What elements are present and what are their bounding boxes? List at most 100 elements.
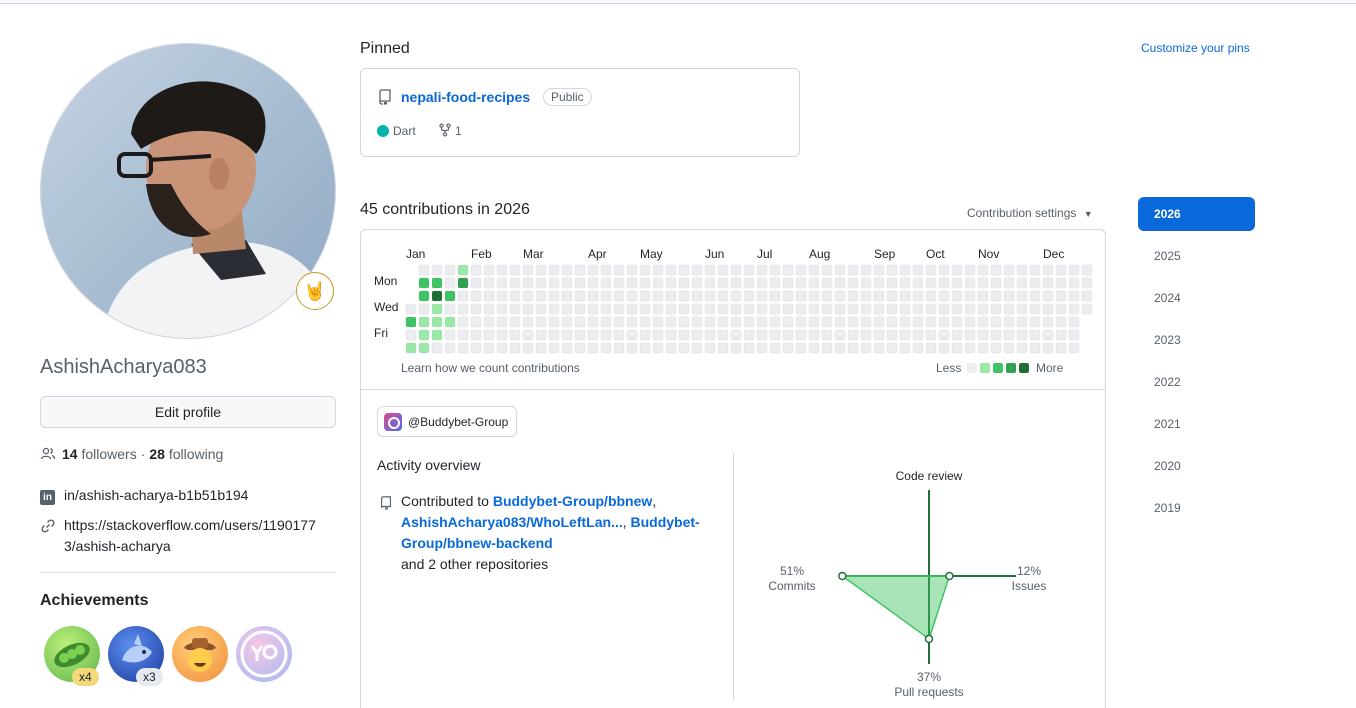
contribution-day-cell[interactable] (431, 303, 443, 315)
customize-pins-link[interactable]: Customize your pins (1141, 41, 1250, 55)
contribution-day-cell[interactable] (600, 277, 612, 289)
contribution-day-cell[interactable] (691, 290, 703, 302)
contribution-day-cell[interactable] (1042, 277, 1054, 289)
contribution-day-cell[interactable] (626, 342, 638, 354)
linkedin-link[interactable]: in/ashish-acharya-b1b51b194 (64, 487, 249, 503)
contribution-day-cell[interactable] (769, 303, 781, 315)
contribution-day-cell[interactable] (1016, 342, 1028, 354)
contribution-settings-dropdown[interactable]: Contribution settings ▼ (967, 206, 1093, 220)
contribution-day-cell[interactable] (821, 342, 833, 354)
contribution-day-cell[interactable] (1029, 316, 1041, 328)
contribution-day-cell[interactable] (600, 303, 612, 315)
contribution-day-cell[interactable] (548, 264, 560, 276)
contribution-day-cell[interactable] (808, 316, 820, 328)
contribution-day-cell[interactable] (925, 329, 937, 341)
contribution-day-cell[interactable] (743, 277, 755, 289)
contribution-day-cell[interactable] (886, 303, 898, 315)
contribution-day-cell[interactable] (834, 329, 846, 341)
contribution-day-cell[interactable] (457, 329, 469, 341)
contribution-day-cell[interactable] (1003, 342, 1015, 354)
contribution-day-cell[interactable] (795, 277, 807, 289)
contribution-day-cell[interactable] (769, 316, 781, 328)
contribution-day-cell[interactable] (730, 290, 742, 302)
contribution-day-cell[interactable] (574, 316, 586, 328)
year-2021[interactable]: 2021 (1154, 417, 1181, 431)
contribution-day-cell[interactable] (418, 277, 430, 289)
contribution-day-cell[interactable] (1042, 264, 1054, 276)
contribution-day-cell[interactable] (977, 264, 989, 276)
contribution-day-cell[interactable] (470, 316, 482, 328)
contribution-day-cell[interactable] (548, 303, 560, 315)
contribution-day-cell[interactable] (756, 277, 768, 289)
contribution-day-cell[interactable] (665, 316, 677, 328)
contribution-day-cell[interactable] (730, 316, 742, 328)
contribution-day-cell[interactable] (1068, 342, 1080, 354)
contribution-day-cell[interactable] (496, 316, 508, 328)
contribution-day-cell[interactable] (639, 264, 651, 276)
contribution-day-cell[interactable] (600, 329, 612, 341)
contribution-day-cell[interactable] (951, 316, 963, 328)
contribution-day-cell[interactable] (639, 277, 651, 289)
contribution-day-cell[interactable] (665, 277, 677, 289)
contribution-day-cell[interactable] (691, 342, 703, 354)
year-2025[interactable]: 2025 (1154, 249, 1181, 263)
contribution-day-cell[interactable] (1029, 342, 1041, 354)
contribution-day-cell[interactable] (496, 303, 508, 315)
website-link[interactable]: https://stackoverflow.com/users/1190177 … (64, 515, 316, 557)
contribution-day-cell[interactable] (665, 329, 677, 341)
contribution-day-cell[interactable] (704, 264, 716, 276)
contribution-day-cell[interactable] (834, 316, 846, 328)
contribution-day-cell[interactable] (938, 264, 950, 276)
contribution-day-cell[interactable] (821, 329, 833, 341)
contribution-day-cell[interactable] (522, 316, 534, 328)
contribution-day-cell[interactable] (886, 290, 898, 302)
contribution-day-cell[interactable] (730, 277, 742, 289)
contribution-day-cell[interactable] (730, 264, 742, 276)
contribution-day-cell[interactable] (977, 290, 989, 302)
contribution-day-cell[interactable] (1016, 303, 1028, 315)
contribution-day-cell[interactable] (860, 329, 872, 341)
contribution-day-cell[interactable] (756, 264, 768, 276)
contribution-day-cell[interactable] (483, 277, 495, 289)
contribution-day-cell[interactable] (496, 277, 508, 289)
contribution-day-cell[interactable] (652, 277, 664, 289)
contribution-day-cell[interactable] (990, 264, 1002, 276)
contribution-day-cell[interactable] (600, 342, 612, 354)
contribution-day-cell[interactable] (808, 329, 820, 341)
contribution-day-cell[interactable] (769, 329, 781, 341)
contribution-day-cell[interactable] (899, 303, 911, 315)
status-emoji-button[interactable]: 🤘 (296, 272, 334, 310)
contribution-day-cell[interactable] (938, 342, 950, 354)
contribution-day-cell[interactable] (782, 264, 794, 276)
contribution-day-cell[interactable] (431, 316, 443, 328)
contribution-day-cell[interactable] (483, 316, 495, 328)
contribution-day-cell[interactable] (1042, 329, 1054, 341)
contribution-day-cell[interactable] (535, 316, 547, 328)
contribution-day-cell[interactable] (743, 342, 755, 354)
contribution-day-cell[interactable] (678, 277, 690, 289)
contribution-day-cell[interactable] (899, 264, 911, 276)
contribution-day-cell[interactable] (535, 329, 547, 341)
contribution-day-cell[interactable] (457, 290, 469, 302)
contribution-day-cell[interactable] (795, 316, 807, 328)
contribution-day-cell[interactable] (1042, 290, 1054, 302)
contribution-day-cell[interactable] (717, 264, 729, 276)
contribution-day-cell[interactable] (925, 290, 937, 302)
contribution-day-cell[interactable] (613, 316, 625, 328)
contribution-day-cell[interactable] (964, 316, 976, 328)
contribution-day-cell[interactable] (470, 303, 482, 315)
contribution-day-cell[interactable] (457, 264, 469, 276)
contribution-day-cell[interactable] (704, 277, 716, 289)
contribution-day-cell[interactable] (626, 316, 638, 328)
contribution-day-cell[interactable] (808, 342, 820, 354)
contribution-day-cell[interactable] (938, 329, 950, 341)
contribution-day-cell[interactable] (652, 303, 664, 315)
contribution-day-cell[interactable] (691, 303, 703, 315)
contribution-day-cell[interactable] (1055, 342, 1067, 354)
year-2026[interactable]: 2026 (1138, 197, 1255, 231)
contribution-day-cell[interactable] (925, 342, 937, 354)
contribution-day-cell[interactable] (1081, 290, 1093, 302)
contribution-day-cell[interactable] (548, 342, 560, 354)
contribution-day-cell[interactable] (769, 277, 781, 289)
contribution-day-cell[interactable] (522, 329, 534, 341)
